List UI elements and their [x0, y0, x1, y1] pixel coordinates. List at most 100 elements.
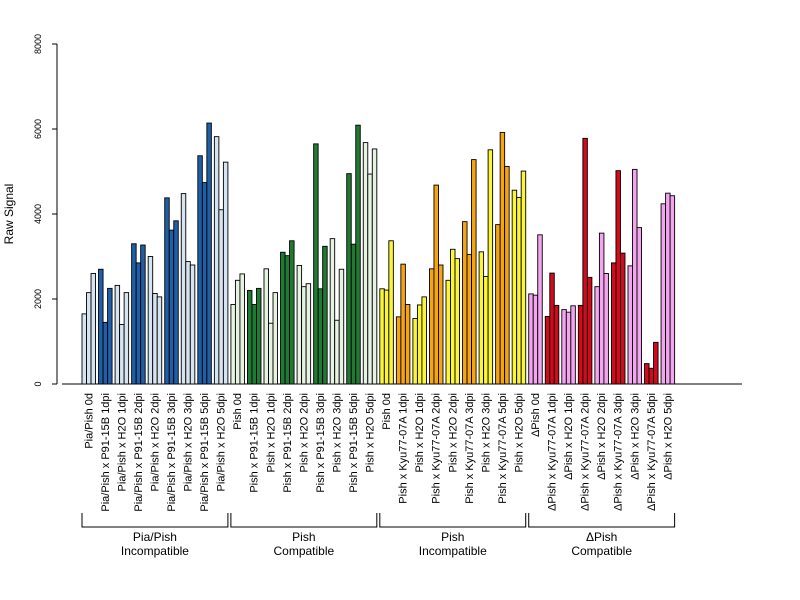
x-tick-label: Pia/Pish x H2O 5dpi — [216, 393, 228, 491]
bar — [421, 296, 427, 385]
x-tick-label: Pia/Pish x H2O 3dpi — [183, 393, 195, 491]
y-tick-label: 4000 — [33, 204, 43, 224]
bar — [570, 305, 576, 385]
x-tick-label: Pish x P91-15B 3dpi — [315, 393, 327, 493]
bar — [610, 262, 617, 385]
x-tick-label: Pish x H2O 3dpi — [331, 393, 343, 472]
x-tick-label: Pish x H2O 1dpi — [414, 393, 426, 472]
bar — [528, 293, 534, 385]
bar — [119, 324, 125, 385]
bar — [86, 292, 92, 385]
bar — [594, 286, 600, 385]
x-tick-label: Pia/Pish x H2O 1dpi — [116, 393, 128, 491]
bar — [296, 264, 303, 385]
x-tick-label: Pish x H2O 5dpi — [513, 393, 525, 472]
x-tick-label: Pish x Kyu77-07A 5dpi — [497, 393, 509, 504]
bar — [230, 304, 236, 385]
bar — [189, 264, 196, 385]
bar — [206, 122, 212, 385]
bar — [246, 290, 253, 385]
x-tick-label: Pish x H2O 2dpi — [298, 393, 310, 472]
bar — [565, 311, 572, 385]
bar — [537, 234, 543, 385]
bar — [388, 240, 394, 385]
bar — [301, 286, 307, 385]
bar — [471, 159, 477, 385]
bar — [284, 255, 291, 385]
bar — [383, 289, 390, 385]
x-tick-label: Pia/Pish x P91-15B 2dpi — [133, 393, 145, 512]
bar — [511, 189, 518, 385]
x-tick-label: Pish 0d — [381, 393, 393, 430]
bar — [379, 288, 385, 385]
bar — [173, 220, 179, 385]
bar — [213, 136, 220, 385]
bar — [350, 243, 357, 385]
bar — [147, 256, 154, 385]
bar — [495, 224, 501, 385]
bar — [362, 142, 369, 385]
bar — [416, 304, 423, 385]
bar — [305, 283, 312, 385]
x-tick-label: ΔPish x H2O 2dpi — [596, 393, 608, 480]
bar — [433, 184, 439, 385]
group-brackets: Pia/PishIncompatiblePishCompatiblePishIn… — [81, 513, 676, 558]
bar — [114, 284, 121, 385]
bar — [256, 287, 262, 385]
x-tick-label: ΔPish x H2O 3dpi — [629, 393, 641, 480]
bar — [317, 288, 324, 385]
x-tick-label: Pish x P91-15B 2dpi — [282, 393, 294, 493]
y-axis-label: Raw Signal — [2, 184, 16, 245]
bar — [553, 304, 560, 385]
bar — [168, 229, 175, 385]
x-tick-label: ΔPish x Kyu77-07A 5dpi — [646, 393, 658, 511]
bar — [338, 268, 345, 385]
x-tick-label: Pish x H2O 1dpi — [265, 393, 277, 472]
bar — [322, 245, 328, 385]
bar — [577, 304, 584, 385]
group-sublabel: Incompatible — [121, 544, 189, 558]
x-tick-label: ΔPish x Kyu77-07A 3dpi — [613, 393, 625, 511]
bar — [90, 273, 96, 385]
x-tick-label: ΔPish x Kyu77-07A 2dpi — [580, 393, 592, 511]
y-tick-label: 6000 — [33, 119, 43, 139]
bar — [586, 276, 593, 385]
group-bracket — [528, 513, 676, 528]
bar — [131, 243, 137, 385]
bar — [660, 203, 667, 385]
bar — [251, 304, 257, 385]
bar — [615, 170, 621, 385]
bar — [280, 251, 286, 385]
bar — [620, 252, 626, 385]
x-tick-label: ΔPish 0d — [530, 393, 542, 437]
bar — [483, 276, 489, 385]
group-sublabel: Compatible — [274, 544, 335, 558]
group-bracket — [81, 513, 229, 528]
bar — [164, 197, 170, 385]
bar — [532, 294, 539, 385]
bar — [185, 261, 191, 385]
x-tick-label: Pish x P91-15B 1dpi — [249, 393, 261, 493]
x-tick-label: Pish x Kyu77-07A 2dpi — [431, 393, 443, 504]
group-label: ΔPish — [586, 530, 617, 544]
bar — [549, 272, 555, 385]
group-sublabel: Compatible — [571, 544, 632, 558]
bar — [499, 131, 506, 385]
bar — [653, 341, 659, 385]
bar — [156, 296, 163, 385]
bar — [123, 292, 130, 385]
bar — [180, 193, 187, 385]
bars — [81, 122, 676, 385]
bar — [454, 258, 460, 385]
bar — [520, 170, 527, 385]
bar — [632, 168, 638, 385]
bar — [438, 264, 444, 385]
group-bracket — [230, 513, 378, 528]
bar — [102, 321, 109, 385]
bar — [544, 315, 551, 385]
group-bracket — [379, 513, 527, 528]
bar — [627, 265, 633, 385]
x-tick-label: ΔPish x H2O 1dpi — [563, 393, 575, 480]
bar — [346, 173, 352, 385]
bar — [272, 292, 278, 385]
